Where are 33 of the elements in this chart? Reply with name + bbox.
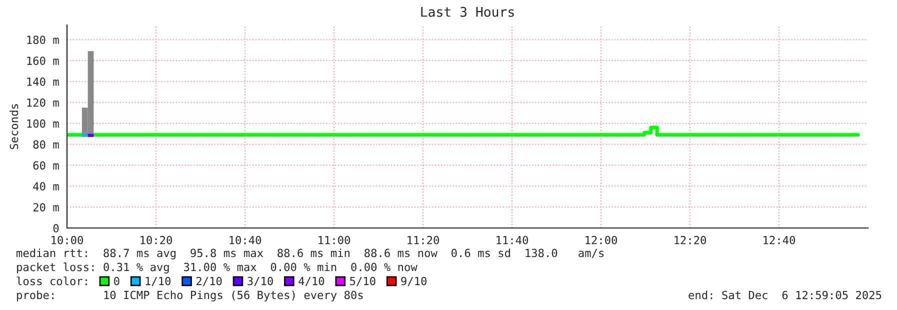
y-tick-label: 0 (53, 224, 59, 232)
x-tick-label: 12:00 (586, 236, 618, 244)
y-tick-label: 20 m (33, 203, 59, 212)
text: packet loss: 0.31 % avg 31.00 % max 0.00 % min 0.00 % now (17, 262, 418, 274)
y-tick-label: 180 m (27, 36, 59, 44)
legend-title: loss color: (16, 276, 87, 286)
y-tick-label: 120 m (27, 98, 59, 107)
x-tick-label: 10:00 (52, 236, 84, 244)
y-tick-label: 60 m (33, 161, 59, 170)
x-tick-label: 10:40 (230, 236, 262, 244)
text: median rtt: 88.7 ms avg 95.8 ms max 88.6 ms min 88.6 ms now 0.6 ms sd 138.0 am/s (16, 248, 604, 260)
y-axis-title: Seconds (10, 104, 18, 150)
x-tick-label: 11:20 (408, 236, 439, 244)
y-tick-label: 40 m (33, 182, 59, 191)
x-tick-label: 11:00 (318, 236, 350, 244)
legend-label: 1/10 (146, 276, 171, 286)
legend-label: 4/10 (298, 276, 324, 286)
legend-label: 3/10 (248, 276, 273, 286)
legend-label: 2/10 (196, 276, 222, 286)
x-tick-label: 12:40 (764, 236, 796, 244)
y-tick-label: 100 m (27, 119, 59, 128)
x-tick-label: 10:20 (140, 236, 172, 244)
text: end: Sat Dec 6 12:59:05 2025 (688, 290, 882, 300)
legend-label: 9/10 (401, 276, 427, 286)
legend-label: 0 (114, 276, 120, 286)
y-tick-label: 140 m (27, 78, 59, 86)
legend-label: 5/10 (350, 276, 376, 286)
x-tick-label: 12:20 (674, 236, 706, 244)
x-tick-label: 11:40 (496, 236, 528, 244)
y-tick-label: 80 m (33, 140, 59, 149)
y-tick-label: 160 m (27, 56, 59, 65)
chart-title: Last 3 Hours (421, 6, 514, 17)
text: probe: 10 ICMP Echo Pings (56 Bytes) every 80s (17, 290, 363, 302)
